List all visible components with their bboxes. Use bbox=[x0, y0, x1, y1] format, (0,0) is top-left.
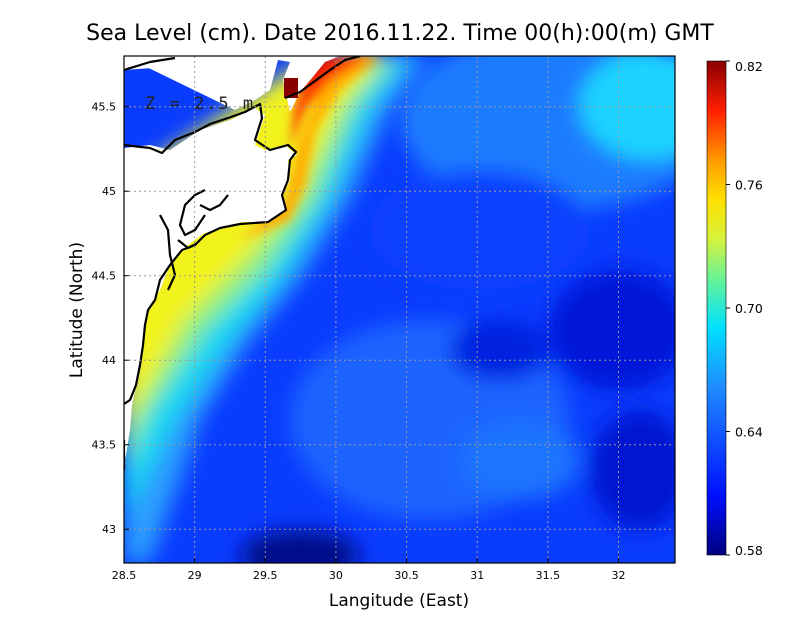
colorbar-tick-label: 0.76 bbox=[735, 178, 763, 193]
x-tick-label: 30 bbox=[329, 569, 343, 582]
land-north bbox=[124, 56, 330, 462]
y-tick-label: 44.5 bbox=[92, 270, 117, 283]
x-tick-label: 31 bbox=[470, 569, 484, 582]
y-axis-ticks: 43 43.5 44 44.5 45 45.5 bbox=[92, 101, 129, 536]
depth-label: Z = 2.5 m bbox=[145, 94, 255, 114]
colorbar-tick-label: 0.58 bbox=[735, 543, 763, 558]
x-axis-ticks: 28.5 29 29.5 30 30.5 31 31.5 32 bbox=[112, 558, 625, 582]
y-tick-label: 43 bbox=[102, 523, 116, 536]
x-tick-label: 29.5 bbox=[253, 569, 278, 582]
x-axis-label: Langitude (East) bbox=[329, 591, 469, 611]
colorbar bbox=[706, 60, 727, 556]
plot-frame bbox=[123, 55, 676, 564]
y-tick-label: 43.5 bbox=[92, 439, 117, 452]
grid bbox=[124, 56, 675, 563]
danube-delta-marker bbox=[284, 78, 298, 98]
colorbar-tick-label: 0.64 bbox=[735, 425, 763, 440]
x-tick-label: 32 bbox=[611, 569, 625, 582]
colorbar-ticks: 0.82 0.76 0.70 0.64 0.58 bbox=[726, 59, 763, 558]
x-tick-label: 31.5 bbox=[536, 569, 561, 582]
x-tick-label: 29 bbox=[188, 569, 202, 582]
x-tick-label: 28.5 bbox=[112, 569, 137, 582]
y-tick-label: 45.5 bbox=[92, 101, 117, 114]
land-top bbox=[124, 56, 340, 112]
sea-level-field bbox=[124, 56, 675, 563]
coastline bbox=[124, 56, 361, 470]
map-title: Sea Level (cm). Date 2016.11.22. Time 00… bbox=[86, 21, 714, 46]
x-tick-label: 30.5 bbox=[394, 569, 419, 582]
y-tick-label: 45 bbox=[102, 185, 116, 198]
y-axis-label: Latitude (North) bbox=[67, 242, 87, 378]
colorbar-tick-label: 0.70 bbox=[735, 301, 763, 316]
colorbar-tick-label: 0.82 bbox=[735, 59, 763, 74]
y-tick-label: 44 bbox=[102, 354, 116, 367]
